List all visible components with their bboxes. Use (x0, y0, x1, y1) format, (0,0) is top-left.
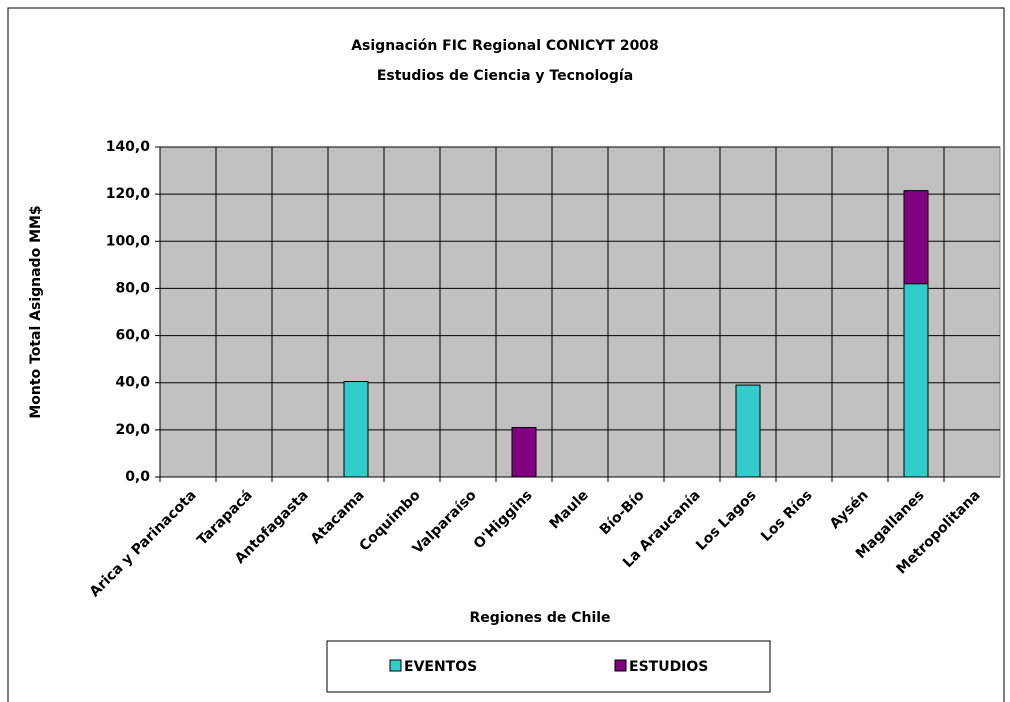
x-tick-label: O'Higgins (471, 487, 536, 552)
y-tick-label: 40,0 (115, 375, 150, 391)
chart-title: Asignación FIC Regional CONICYT 2008 (351, 38, 659, 54)
y-tick-label: 80,0 (115, 280, 150, 296)
legend-label: ESTUDIOS (629, 659, 708, 675)
bar (903, 283, 929, 478)
x-tick-label: Maule (547, 487, 592, 532)
x-tick-label: Tarapacá (194, 487, 255, 548)
bar (735, 384, 761, 478)
y-tick-label: 120,0 (106, 186, 151, 202)
legend-label: EVENTOS (404, 659, 477, 675)
bar (511, 427, 537, 478)
chart-frame (7, 7, 1005, 702)
y-tick-label: 140,0 (106, 139, 151, 155)
y-tick-label: 100,0 (106, 233, 151, 249)
plot-area (159, 146, 1001, 478)
y-tick-label: 20,0 (115, 422, 150, 438)
legend-swatch (614, 659, 627, 672)
bar (343, 381, 369, 478)
y-axis-title: Monto Total Asignado MM$ (28, 205, 44, 418)
x-tick-label: Arica y Parinacota (87, 487, 200, 600)
legend-swatch (389, 659, 402, 672)
x-tick-label: Aysén (827, 487, 872, 532)
x-axis-title: Regiones de Chile (469, 610, 610, 626)
y-tick-label: 60,0 (115, 328, 150, 344)
y-tick-label: 0,0 (125, 469, 150, 485)
x-tick-label: Atacama (308, 487, 368, 547)
x-tick-label: Los Lagos (693, 487, 760, 554)
bar (903, 190, 929, 285)
chart-subtitle: Estudios de Ciencia y Tecnología (377, 68, 633, 84)
x-tick-label: Los Ríos (758, 487, 815, 544)
x-tick-label: Bío-Bío (597, 487, 648, 538)
